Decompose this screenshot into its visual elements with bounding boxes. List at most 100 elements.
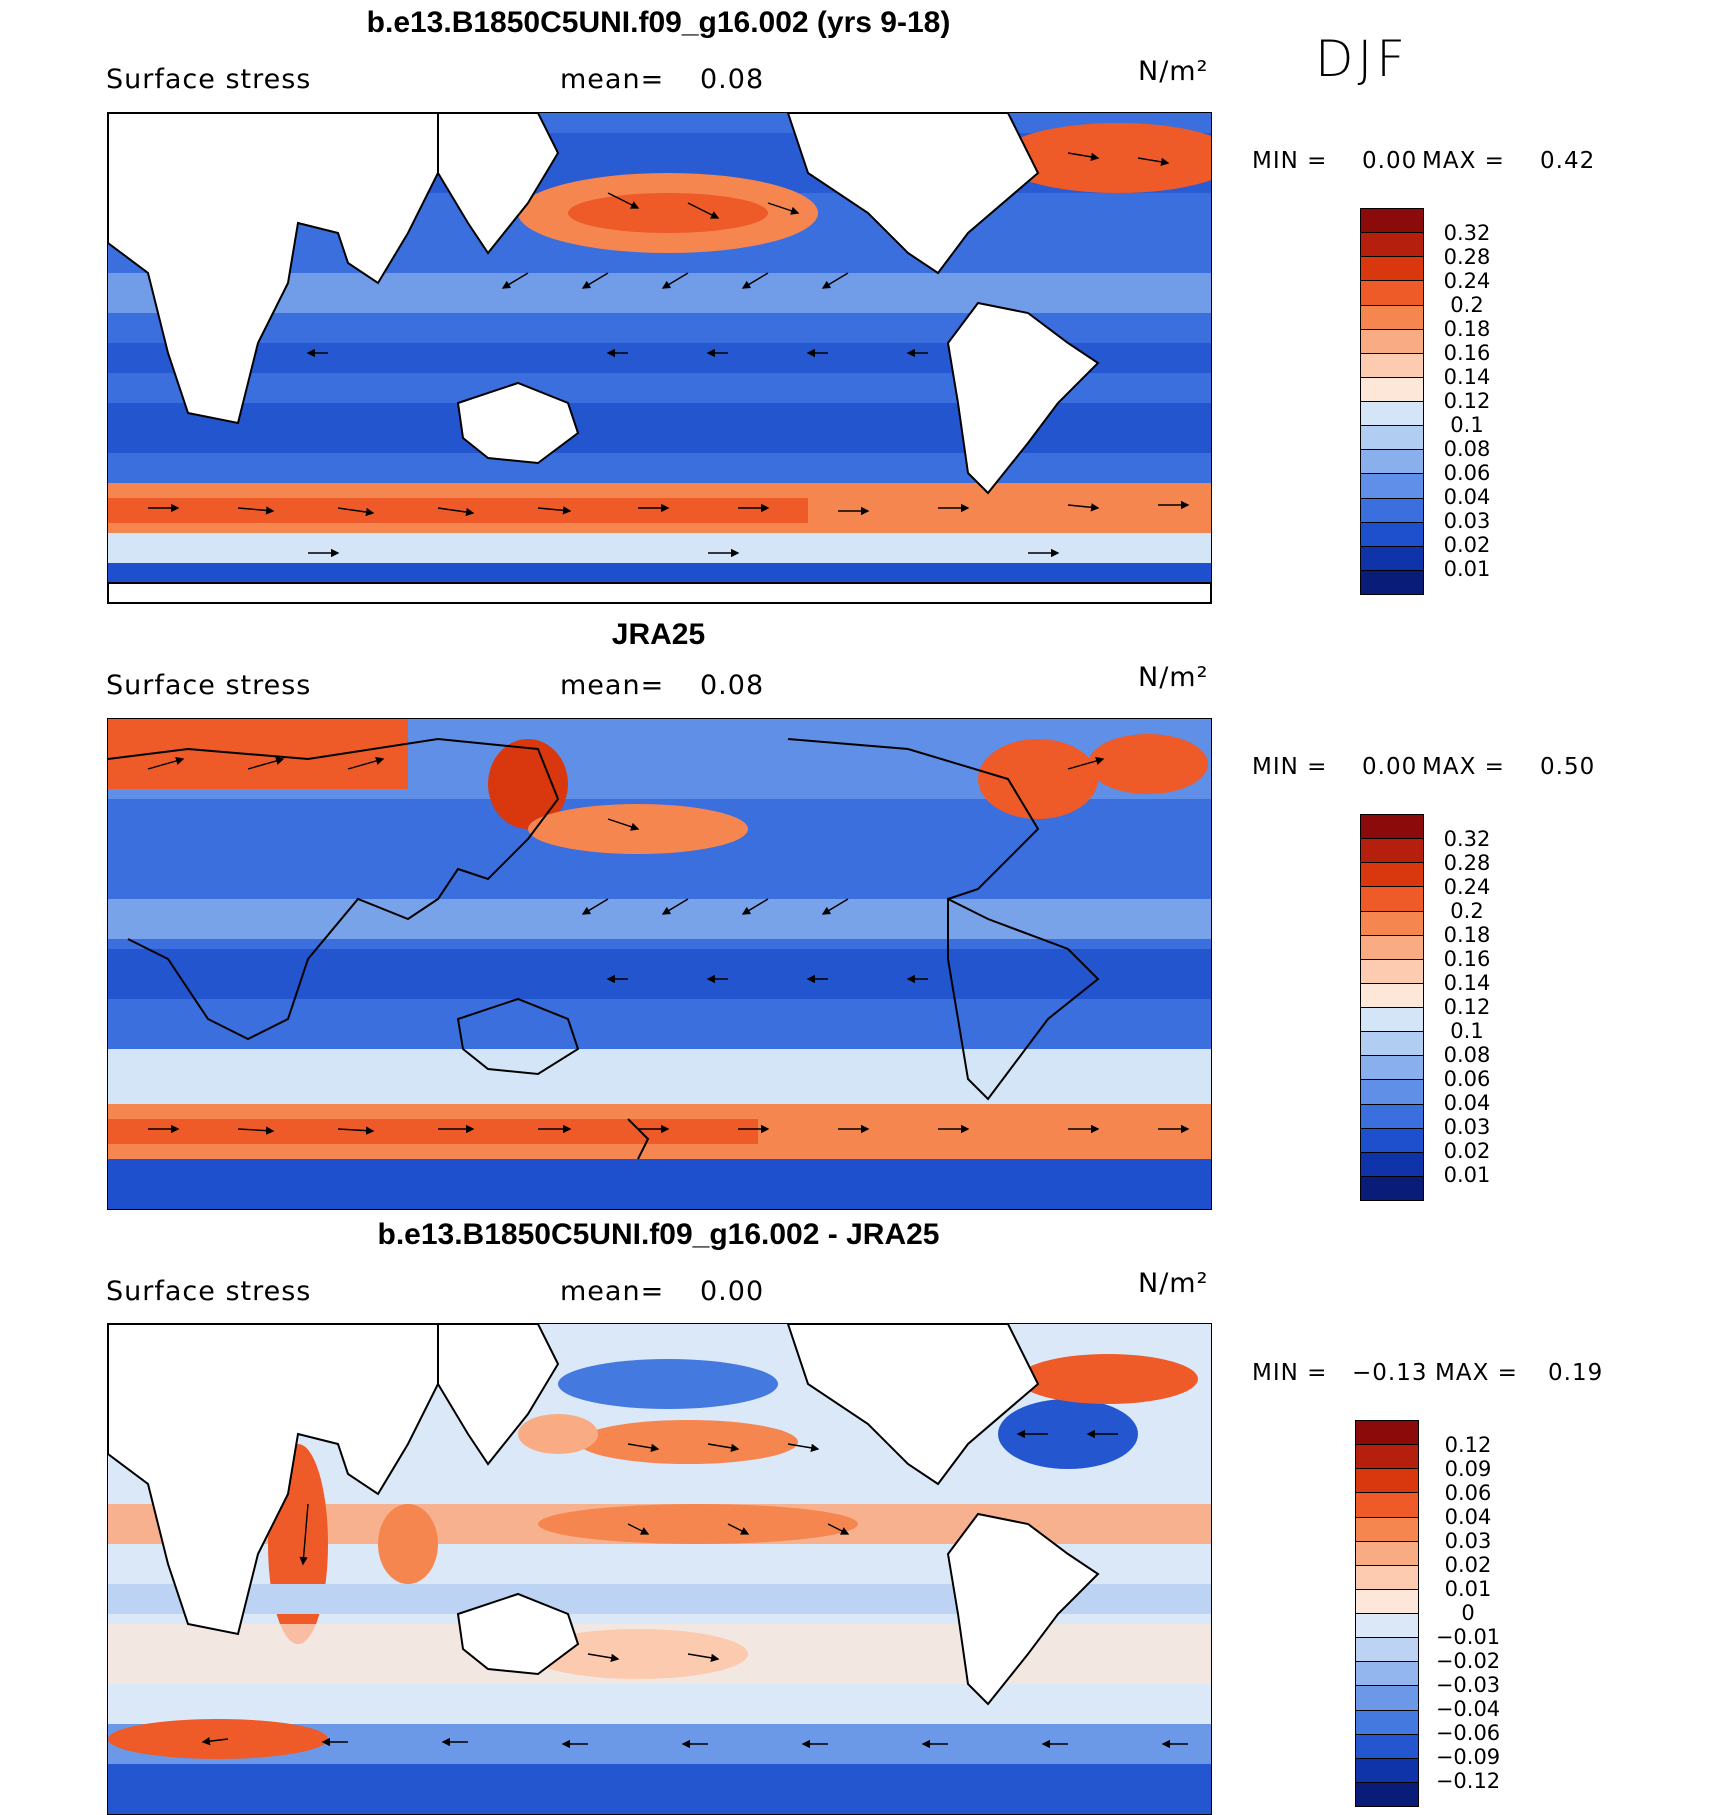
colorbar-swatch xyxy=(1361,232,1423,257)
colorbar-swatch xyxy=(1361,209,1423,233)
colorbar-swatch xyxy=(1361,886,1423,911)
panel-1-map xyxy=(107,112,1212,604)
colorbar-tick-label: 0.18 xyxy=(1443,317,1491,341)
colorbar-swatch xyxy=(1361,958,1423,983)
panel-2-max-value: 0.50 xyxy=(1540,754,1596,780)
colorbar-swatch xyxy=(1356,1637,1418,1662)
colorbar-swatch xyxy=(1356,1492,1418,1517)
colorbar-swatch xyxy=(1361,838,1423,863)
colorbar-tick-label: 0.06 xyxy=(1443,1067,1491,1091)
colorbar-tick-label: 0.01 xyxy=(1443,557,1491,581)
colorbar-tick-label: 0.04 xyxy=(1443,485,1491,509)
panel-3-max-value: 0.19 xyxy=(1548,1360,1604,1386)
colorbar-tick-label: 0.02 xyxy=(1443,533,1491,557)
colorbar-swatch xyxy=(1361,910,1423,935)
colorbar-swatch xyxy=(1361,862,1423,887)
colorbar-tick-label: 0.16 xyxy=(1443,341,1491,365)
panel-2-colorbar xyxy=(1360,814,1424,1201)
colorbar-swatch xyxy=(1361,497,1423,522)
colorbar-swatch xyxy=(1356,1781,1418,1806)
colorbar-tick-label: 0.12 xyxy=(1443,995,1491,1019)
panel-1-min-label: MIN = xyxy=(1252,148,1328,174)
colorbar-tick-label: 0.04 xyxy=(1443,1091,1491,1115)
panel-1-mean-value: 0.08 xyxy=(700,64,765,95)
colorbar-tick-label: 0.04 xyxy=(1444,1505,1492,1529)
colorbar-tick-label: 0.02 xyxy=(1444,1553,1492,1577)
colorbar-tick-label: 0.14 xyxy=(1443,971,1491,995)
colorbar-swatch xyxy=(1356,1444,1418,1469)
panel-2-mean-label: mean= xyxy=(560,670,665,701)
panel-1-max-label: MAX = xyxy=(1422,148,1505,174)
colorbar-tick-label: 0.24 xyxy=(1443,269,1491,293)
colorbar-tick-label: 0.02 xyxy=(1443,1139,1491,1163)
colorbar-tick-label: −0.09 xyxy=(1435,1745,1501,1769)
colorbar-swatch xyxy=(1361,545,1423,570)
panel-3-mean-label: mean= xyxy=(560,1276,665,1307)
colorbar-swatch xyxy=(1356,1468,1418,1493)
colorbar-tick-label: 0.1 xyxy=(1450,1019,1484,1043)
colorbar-tick-label: 0.03 xyxy=(1443,509,1491,533)
colorbar-swatch xyxy=(1361,521,1423,546)
colorbar-tick-label: 0.06 xyxy=(1444,1481,1492,1505)
panel-2-map xyxy=(107,718,1212,1210)
colorbar-tick-label: 0.08 xyxy=(1443,1043,1491,1067)
colorbar-swatch xyxy=(1356,1613,1418,1638)
colorbar-tick-label: 0.16 xyxy=(1443,947,1491,971)
colorbar-tick-label: −0.02 xyxy=(1435,1649,1501,1673)
colorbar-swatch xyxy=(1356,1564,1418,1589)
colorbar-swatch xyxy=(1361,449,1423,474)
panel-2-title: JRA25 xyxy=(611,618,706,651)
panel-2-map-svg xyxy=(108,719,1211,1209)
colorbar-swatch xyxy=(1361,328,1423,353)
colorbar-swatch xyxy=(1361,304,1423,329)
colorbar-swatch xyxy=(1361,1175,1423,1200)
colorbar-swatch xyxy=(1356,1733,1418,1758)
colorbar-tick-label: 0.14 xyxy=(1443,365,1491,389)
colorbar-swatch xyxy=(1356,1421,1418,1445)
panel-2-variable-label: Surface stress xyxy=(106,670,312,701)
colorbar-swatch xyxy=(1356,1516,1418,1541)
colorbar-tick-label: 0.24 xyxy=(1443,875,1491,899)
colorbar-swatch xyxy=(1356,1661,1418,1686)
colorbar-swatch xyxy=(1361,280,1423,305)
colorbar-tick-label: 0.28 xyxy=(1443,245,1491,269)
colorbar-tick-label: 0.32 xyxy=(1443,827,1491,851)
colorbar-tick-label: −0.12 xyxy=(1435,1769,1501,1793)
colorbar-tick-label: 0.2 xyxy=(1450,293,1484,317)
panel-1-variable-label: Surface stress xyxy=(106,64,312,95)
panel-1-colorbar xyxy=(1360,208,1424,595)
panel-1-map-svg xyxy=(108,113,1211,603)
colorbar-swatch xyxy=(1361,1079,1423,1104)
colorbar-swatch xyxy=(1361,982,1423,1007)
panel-2-max-label: MAX = xyxy=(1422,754,1505,780)
panel-1-units: N/m² xyxy=(1138,56,1209,87)
colorbar-swatch xyxy=(1356,1709,1418,1734)
panel-3-map xyxy=(107,1323,1212,1815)
colorbar-tick-label: 0.18 xyxy=(1443,923,1491,947)
panel-3-colorbar xyxy=(1355,1420,1419,1807)
panel-2-min-value: 0.00 xyxy=(1362,754,1418,780)
colorbar-tick-label: −0.04 xyxy=(1435,1697,1501,1721)
colorbar-swatch xyxy=(1361,1031,1423,1056)
colorbar-swatch xyxy=(1361,256,1423,281)
panel-1-title: b.e13.B1850C5UNI.f09_g16.002 (yrs 9-18) xyxy=(366,6,951,39)
colorbar-tick-label: 0.06 xyxy=(1443,461,1491,485)
colorbar-swatch xyxy=(1361,473,1423,498)
panel-3-colorbar-labels: 0.12 0.09 0.06 0.04 0.03 0.02 0.01 0 −0.01 −0.02−… xyxy=(1428,1433,1508,1793)
colorbar-swatch xyxy=(1361,1055,1423,1080)
panel-2-mean-value: 0.08 xyxy=(700,670,765,701)
panel-3-mean-value: 0.00 xyxy=(700,1276,765,1307)
panel-2-colorbar-labels: 0.32 0.28 0.24 0.2 0.18 0.16 0.14 0.12 0.1 0.08 0.… xyxy=(1432,827,1502,1187)
colorbar-swatch xyxy=(1361,376,1423,401)
panel-3-map-svg xyxy=(108,1324,1211,1814)
colorbar-swatch xyxy=(1356,1588,1418,1613)
colorbar-tick-label: 0.1 xyxy=(1450,413,1484,437)
colorbar-tick-label: 0.12 xyxy=(1444,1433,1492,1457)
panel-2-min-label: MIN = xyxy=(1252,754,1328,780)
panel-3-min-value: −0.13 xyxy=(1352,1360,1428,1386)
colorbar-tick-label: −0.03 xyxy=(1435,1673,1501,1697)
colorbar-tick-label: 0.09 xyxy=(1444,1457,1492,1481)
colorbar-swatch xyxy=(1361,1151,1423,1176)
colorbar-swatch xyxy=(1361,569,1423,594)
panel-1-colorbar-labels: 0.32 0.28 0.24 0.2 0.18 0.16 0.14 0.12 0.1 0.08 0.… xyxy=(1432,221,1502,581)
